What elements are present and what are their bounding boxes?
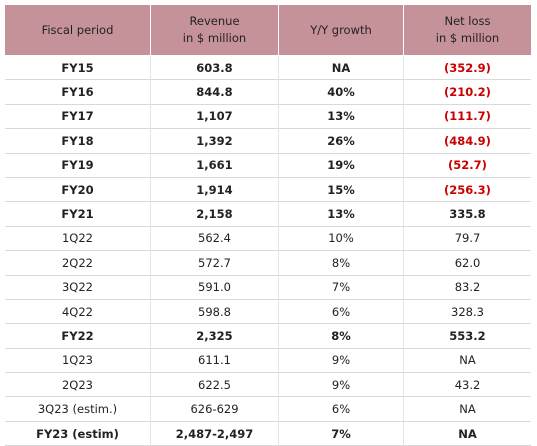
cell-yy-growth: 13% [279,202,404,227]
table-header: Fiscal period Revenue in $ million Y/Y grow… [5,5,531,56]
header-yy-growth-line: Y/Y growth [310,22,372,37]
cell-fiscal-period: FY18 [5,129,151,154]
header-revenue-line: in $ million [182,31,247,45]
cell-revenue: 1,914 [151,177,279,203]
cell-net-loss: 79.7 [404,227,531,252]
cell-yy-growth: 8% [279,324,404,349]
table-row: FY16 844.8 40% (210.2) [5,80,531,105]
cell-yy-growth: 8% [279,251,404,276]
cell-yy-growth: 6% [279,299,404,325]
header-net-loss-line: Net loss [444,14,491,28]
cell-revenue: 2,325 [151,324,279,349]
cell-fiscal-period: 1Q23 [5,348,151,374]
cell-net-loss: 83.2 [404,276,531,300]
table-row: 2Q22 572.7 8% 62.0 [5,251,531,276]
table-body: FY15 603.8 NA (352.9) FY16 844.8 40% (210.2) FY1… [5,56,531,446]
table-row: FY20 1,914 15% (256.3) [5,177,531,203]
table-row: FY18 1,392 26% (484.9) [5,129,531,154]
cell-fiscal-period: FY17 [5,104,151,130]
cell-revenue: 2,487-2,497 [151,421,279,446]
table-row: 3Q23 (estim.) 626-629 6% NA [5,397,531,422]
cell-fiscal-period: FY19 [5,153,151,178]
cell-net-loss: (210.2) [404,80,531,105]
cell-net-loss: 62.0 [404,251,531,276]
cell-net-loss: (111.7) [404,105,531,130]
table-row: FY19 1,661 19% (52.7) [5,153,531,178]
header-revenue-line: Revenue [189,14,240,28]
header-fiscal-period: Fiscal period [5,5,151,56]
cell-net-loss: (52.7) [404,154,531,178]
table-row: 4Q22 598.8 6% 328.3 [5,299,531,325]
cell-net-loss: (256.3) [404,178,531,203]
cell-revenue: 1,661 [151,153,279,178]
table-row: 3Q22 591.0 7% 83.2 [5,275,531,300]
header-fiscal-period-line: Fiscal period [41,22,114,37]
cell-fiscal-period: FY22 [5,324,151,349]
cell-revenue: 626-629 [151,397,279,422]
cell-revenue: 598.8 [151,299,279,325]
table-row: 1Q22 562.4 10% 79.7 [5,226,531,252]
table-row: FY15 603.8 NA (352.9) [5,56,531,81]
cell-yy-growth: 7% [279,421,404,446]
table-row: FY21 2,158 13% 335.8 [5,202,531,227]
cell-fiscal-period: FY21 [5,202,151,227]
header-revenue: Revenue in $ million [151,5,279,56]
cell-net-loss: 335.8 [404,202,531,227]
table-row: 2Q23 622.5 9% 43.2 [5,373,531,398]
cell-yy-growth: 9% [279,373,404,398]
header-net-loss: Net loss in $ million [404,5,531,56]
cell-revenue: 591.0 [151,275,279,300]
cell-net-loss: NA [404,349,531,374]
cell-fiscal-period: FY23 (estim) [5,421,151,446]
cell-yy-growth: 40% [279,80,404,105]
cell-fiscal-period: 2Q22 [5,251,151,276]
cell-revenue: 622.5 [151,373,279,398]
cell-yy-growth: 15% [279,177,404,203]
cell-revenue: 611.1 [151,348,279,374]
financials-table: Fiscal period Revenue in $ million Y/Y grow… [5,5,531,446]
table-row: 1Q23 611.1 9% NA [5,348,531,374]
cell-revenue: 1,107 [151,104,279,130]
cell-fiscal-period: 3Q22 [5,275,151,300]
cell-yy-growth: 6% [279,397,404,422]
cell-net-loss: NA [404,397,531,422]
header-yy-growth: Y/Y growth [279,5,404,56]
cell-revenue: 562.4 [151,226,279,252]
cell-revenue: 2,158 [151,202,279,227]
cell-revenue: 603.8 [151,56,279,81]
header-net-loss-line: in $ million [435,31,500,45]
cell-yy-growth: 9% [279,348,404,374]
cell-fiscal-period: FY20 [5,177,151,203]
cell-yy-growth: NA [279,56,404,81]
cell-fiscal-period: 1Q22 [5,226,151,252]
cell-yy-growth: 26% [279,129,404,154]
cell-yy-growth: 19% [279,153,404,178]
cell-net-loss: (352.9) [404,56,531,81]
cell-yy-growth: 13% [279,104,404,130]
cell-fiscal-period: 3Q23 (estim.) [5,397,151,422]
table-row: FY22 2,325 8% 553.2 [5,324,531,349]
cell-net-loss: NA [404,422,531,446]
cell-net-loss: 43.2 [404,373,531,398]
table-row: FY23 (estim) 2,487-2,497 7% NA [5,421,531,446]
table-row: FY17 1,107 13% (111.7) [5,104,531,130]
cell-revenue: 1,392 [151,129,279,154]
cell-yy-growth: 10% [279,226,404,252]
header-row: Fiscal period Revenue in $ million Y/Y grow… [5,5,531,56]
cell-net-loss: (484.9) [404,129,531,154]
cell-net-loss: 553.2 [404,324,531,349]
cell-fiscal-period: 2Q23 [5,373,151,398]
cell-yy-growth: 7% [279,275,404,300]
cell-net-loss: 328.3 [404,300,531,325]
cell-fiscal-period: FY15 [5,56,151,81]
cell-fiscal-period: 4Q22 [5,299,151,325]
cell-revenue: 572.7 [151,251,279,276]
cell-revenue: 844.8 [151,80,279,105]
cell-fiscal-period: FY16 [5,80,151,105]
